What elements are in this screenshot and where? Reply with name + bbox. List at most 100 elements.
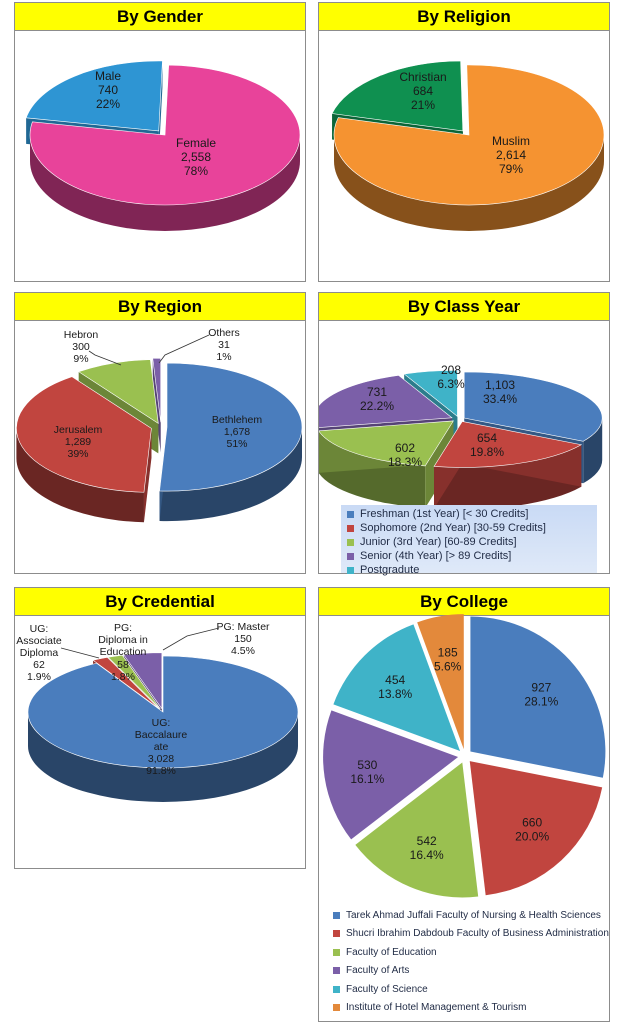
region-slice-side-0 [159, 427, 302, 522]
credential-slice-2 [107, 654, 161, 710]
classyear-pie-chart: 1,103 33.4% 654 19.8% 602 18.3% 731 22.2% 208 6.3… [319, 363, 603, 510]
classyear-legend-item: Freshman (1st Year) [< 30 Credits] [347, 507, 591, 521]
credential-label-bacc: UG: Baccalaure ate 3,028 91.8% [135, 717, 188, 777]
legend-swatch [347, 524, 354, 532]
legend-swatch [333, 985, 340, 993]
legend-label: Senior (4th Year) [> 89 Credits] [360, 550, 512, 562]
credential-label-dipedu-value: 58 [117, 659, 129, 671]
credential-slice-side-0 [28, 712, 298, 802]
religion-chart-panel: By Religion Christian 684 21% Muslim 2,614 79… [318, 2, 610, 282]
gender-pie-chart: Male 740 22% Female 2,558 78% [25, 60, 301, 231]
classyear-slice-4 [403, 370, 458, 418]
college-label-0: 927 28.1% [524, 680, 558, 708]
legend-label: Institute of Hotel Management & Tourism [346, 1002, 527, 1014]
legend-swatch [333, 948, 340, 956]
gender-label-male: Male 740 22% [95, 69, 121, 111]
college-label-3: 530 16.1% [350, 758, 384, 786]
college-chart-panel: By College 927 28.1% 660 20.0% 542 16.4% 530 16… [318, 587, 610, 1022]
college-legend: Tarek Ahmad Juffali Faculty of Nursing &… [333, 906, 609, 1018]
gender-chart-panel: By Gender Male 740 22% Female 2,558 78% [14, 2, 306, 282]
religion-slice-side-1 [334, 135, 604, 231]
gender-label-female: Female 2,558 78% [176, 136, 216, 178]
region-label-hebron: Hebron 300 9% [64, 329, 99, 365]
region-leader-others [158, 334, 210, 364]
legend-swatch [333, 1004, 340, 1012]
classyear-slice-side-0 [583, 418, 603, 484]
region-chart-panel: By Region Bethlehem 1,678 51% Jerusalem 1,28… [14, 292, 306, 574]
legend-swatch [333, 911, 340, 919]
classyear-legend-item: Junior (3rd Year) [60-89 Credits] [347, 535, 591, 549]
religion-slice-1 [333, 64, 605, 206]
region-slice-0 [159, 362, 303, 492]
region-slice-2 [78, 359, 159, 425]
credential-leader-master [162, 627, 220, 651]
college-label-5: 185 5.6% [434, 646, 462, 674]
credential-chart-title: By Credential [15, 588, 305, 616]
legend-label: Postgradute [360, 564, 420, 576]
gender-slice-1 [29, 64, 301, 206]
region-chart-title: By Region [15, 293, 305, 321]
religion-label-christian: Christian 684 21% [399, 70, 446, 112]
legend-swatch [333, 930, 340, 938]
legend-swatch [347, 552, 354, 560]
legend-label: Junior (3rd Year) [60-89 Credits] [360, 536, 517, 548]
classyear-slice-2 [319, 420, 454, 467]
college-label-1: 660 20.0% [515, 816, 549, 844]
classyear-slice-3 [319, 375, 453, 428]
college-slice-2 [355, 762, 479, 898]
legend-swatch [347, 538, 354, 546]
classyear-label-junior: 602 18.3% [388, 441, 422, 469]
legend-label: Shucri Ibrahim Dabdoub Faculty of Busine… [346, 928, 609, 940]
college-legend-item: Faculty of Arts [333, 962, 605, 981]
region-label-bethlehem: Bethlehem 1,678 51% [212, 414, 262, 450]
religion-pie-chart: Christian 684 21% Muslim 2,614 79% [331, 60, 605, 231]
credential-chart-panel: By Credential UG: Baccalaure ate 3,028 91.8%… [14, 587, 306, 869]
classyear-label-postgrad: 208 6.3% [437, 363, 465, 391]
classyear-legend: Freshman (1st Year) [< 30 Credits] Sophom… [341, 505, 597, 576]
classyear-legend-item: Senior (4th Year) [> 89 Credits] [347, 549, 591, 563]
college-legend-item: Institute of Hotel Management & Tourism [333, 999, 605, 1018]
religion-chart-title: By Religion [319, 3, 609, 31]
legend-label: Faculty of Education [346, 946, 437, 958]
classyear-label-sophomore: 654 19.8% [470, 431, 504, 459]
college-chart-title: By College [319, 588, 609, 616]
college-legend-item: Shucri Ibrahim Dabdoub Faculty of Busine… [333, 925, 609, 944]
college-label-4: 454 13.8% [378, 673, 412, 701]
gender-chart-title: By Gender [15, 3, 305, 31]
gender-slice-0 [25, 60, 163, 132]
college-slice-5 [417, 614, 464, 750]
region-pie-chart: Bethlehem 1,678 51% Jerusalem 1,289 39% Hebron… [16, 327, 303, 523]
legend-label: Freshman (1st Year) [< 30 Credits] [360, 508, 529, 520]
college-slice-0 [470, 616, 606, 778]
college-legend-item: Faculty of Science [333, 980, 605, 999]
classyear-legend-item: Postgradute [347, 563, 591, 577]
classyear-label-senior: 731 22.2% [360, 385, 394, 413]
religion-slice-0 [331, 60, 464, 132]
legend-label: Faculty of Science [346, 983, 428, 995]
classyear-label-freshman: 1,103 33.4% [483, 378, 517, 406]
legend-label: Sophomore (2nd Year) [30-59 Credits] [360, 522, 546, 534]
college-slice-4 [333, 624, 461, 752]
region-label-jerusalem: Jerusalem 1,289 39% [54, 424, 103, 460]
classyear-chart-panel: By Class Year 1,103 33.4% 654 19.8% 602 18.3%… [318, 292, 610, 576]
college-label-2: 542 16.4% [410, 834, 444, 862]
credential-slice-3 [123, 652, 163, 710]
legend-label: Tarek Ahmad Juffali Faculty of Nursing &… [346, 909, 601, 921]
region-slice-side-1 [16, 428, 144, 523]
classyear-slice-0 [463, 371, 603, 442]
credential-label-assoc: UG: Associate Diploma 62 1.9% [16, 623, 62, 683]
legend-swatch [347, 566, 354, 574]
credential-label-master: PG: Master 150 4.5% [216, 621, 270, 657]
credential-label-dipedu: PG: Diploma in Education [98, 622, 148, 658]
college-legend-item: Tarek Ahmad Juffali Faculty of Nursing &… [333, 906, 605, 925]
classyear-slice-1 [433, 421, 583, 468]
region-leader-hebron [88, 350, 122, 366]
legend-swatch [333, 967, 340, 975]
legend-label: Faculty of Arts [346, 965, 410, 977]
classyear-chart-title: By Class Year [319, 293, 609, 321]
region-label-others: Others 31 1% [208, 327, 240, 363]
credential-leader-assoc [60, 647, 100, 659]
gender-slice-side-1 [30, 135, 300, 231]
religion-label-muslim: Muslim 2,614 79% [492, 134, 530, 176]
college-slice-3 [323, 710, 459, 840]
